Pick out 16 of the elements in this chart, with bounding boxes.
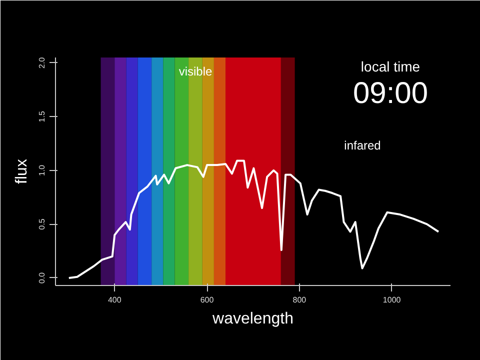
annotation: 09:00 [352, 77, 428, 110]
line-series [68, 160, 440, 279]
x-tick-label: 1000 [382, 296, 402, 304]
y-tick-label: 1.0 [38, 164, 46, 176]
y-axis-title: flux [14, 159, 30, 184]
y-tick-label: 2.0 [38, 56, 46, 68]
annotation: visible [178, 64, 212, 78]
y-tick-label: 1.5 [38, 110, 46, 122]
y-tick-label: 0.5 [38, 218, 46, 230]
x-tick-label: 400 [108, 296, 122, 304]
x-tick-label: 600 [200, 296, 214, 304]
annotation: local time [360, 58, 420, 74]
annotation: infared [344, 138, 381, 152]
x-tick-label: 800 [292, 296, 307, 304]
y-tick-label: 0.0 [38, 272, 46, 284]
x-axis-title: wavelength [212, 310, 294, 328]
